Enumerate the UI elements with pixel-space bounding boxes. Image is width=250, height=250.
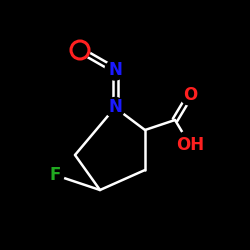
Text: N: N — [108, 61, 122, 79]
Circle shape — [176, 130, 204, 160]
Text: F: F — [49, 166, 61, 184]
Circle shape — [180, 85, 200, 105]
Text: OH: OH — [176, 136, 204, 154]
Circle shape — [105, 98, 125, 117]
Circle shape — [46, 166, 64, 184]
Text: N: N — [108, 98, 122, 116]
Circle shape — [70, 40, 90, 60]
Circle shape — [105, 60, 125, 80]
Text: O: O — [183, 86, 197, 104]
